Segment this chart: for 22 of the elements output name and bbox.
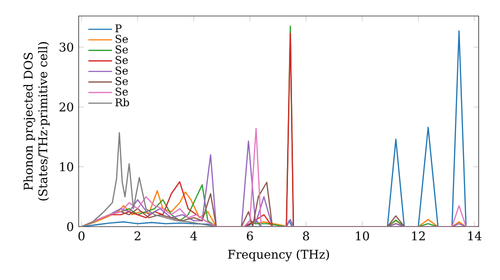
- legend-label: P: [115, 24, 122, 32]
- x-tick-label: 0: [78, 231, 84, 240]
- y-tick-label: 10: [60, 162, 74, 172]
- y-tick-label: 20: [60, 102, 74, 112]
- legend-label: Se: [116, 34, 128, 43]
- legend-label: Se: [116, 66, 128, 75]
- x-tick-label: 14: [468, 231, 482, 240]
- x-tick-label: 6: [246, 231, 253, 240]
- y-tick-label: 0: [67, 222, 74, 232]
- legend-label: Rb: [115, 98, 130, 106]
- legend-label: Se: [116, 56, 128, 64]
- x-tick-label: 2: [134, 231, 140, 240]
- legend-label: Se: [116, 88, 128, 96]
- y-axis-title: Phonon projected DOS (States/THz·primitive cell): [23, 42, 50, 200]
- x-tick-label: 8: [303, 231, 310, 240]
- y-tick-label: 30: [60, 42, 74, 52]
- legend-label: Se: [116, 45, 128, 54]
- x-tick-label: 4: [190, 231, 197, 240]
- x-axis-title: Frequency (THz): [228, 250, 329, 262]
- x-tick-label: 12: [412, 231, 425, 240]
- x-tick-label: 10: [356, 231, 369, 240]
- legend-label: Se: [116, 77, 128, 86]
